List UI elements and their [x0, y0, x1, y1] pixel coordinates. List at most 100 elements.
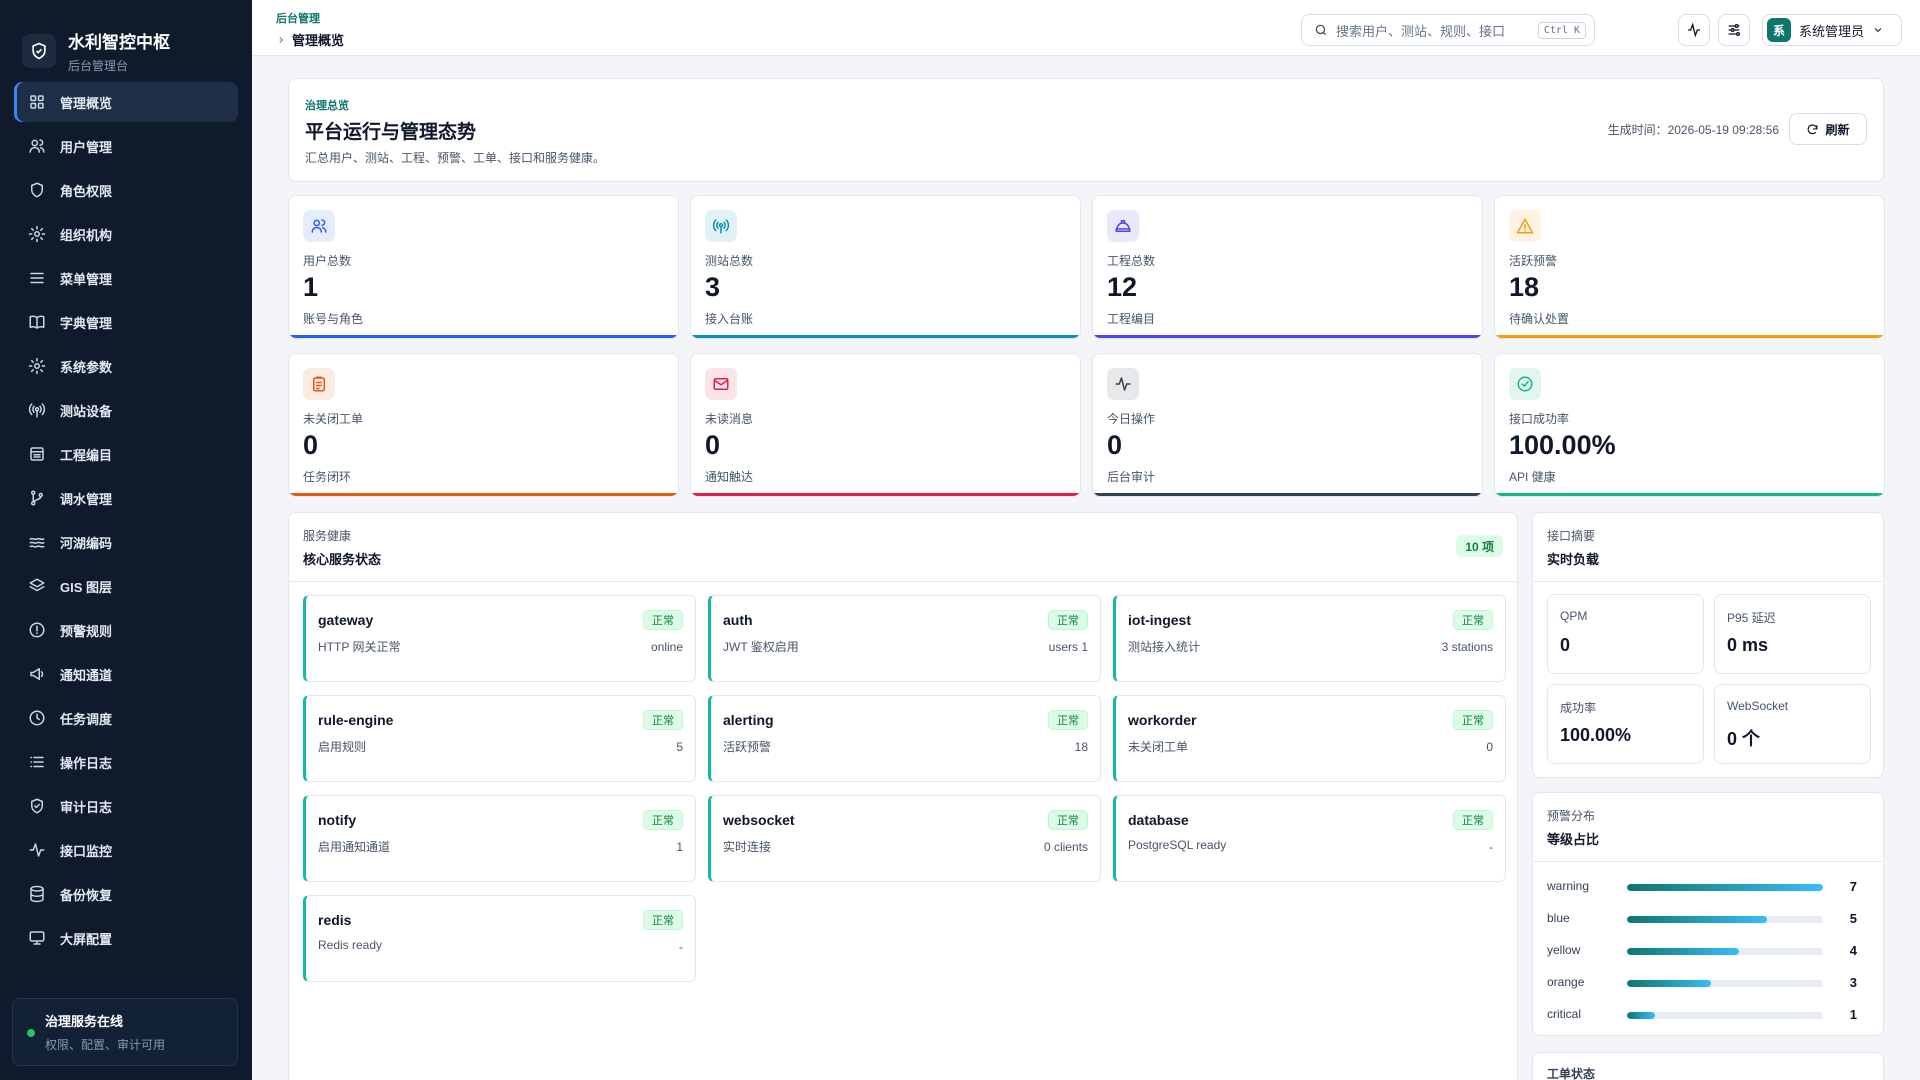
stat-card[interactable]: 未关闭工单 0 任务闭环 [288, 353, 679, 497]
service-card[interactable]: auth JWT 鉴权启用 正常 users 1 [708, 595, 1101, 682]
service-description: 启用通知通道 [318, 840, 391, 854]
sidebar-item-14[interactable]: 任务调度 [14, 698, 238, 738]
api-metric-value: 100.00% [1560, 725, 1632, 745]
sidebar-item-label: 测站设备 [60, 403, 113, 419]
service-description: 未关闭工单 [1128, 740, 1189, 754]
stat-card[interactable]: 工程总数 12 工程编目 [1092, 195, 1483, 339]
health-title: 核心服务状态 [303, 552, 382, 567]
stat-accent-bar [1495, 493, 1884, 496]
api-metric-card: P95 延迟 0 ms [1714, 594, 1871, 674]
stat-label: 未读消息 [705, 412, 754, 426]
alert-level-row: warning 7 [1547, 877, 1857, 897]
search-icon [1315, 24, 1327, 36]
sidebar-item-17[interactable]: 接口监控 [14, 830, 238, 870]
alert-level-value: 7 [1849, 879, 1857, 894]
service-status-subtitle: 权限、配置、审计可用 [45, 1038, 166, 1052]
service-card[interactable]: workorder 未关闭工单 正常 0 [1113, 695, 1506, 782]
search-box[interactable]: 搜索用户、测站、规则、接口 Ctrl K [1301, 14, 1595, 46]
antenna-icon [28, 403, 46, 418]
stat-card[interactable]: 接口成功率 100.00% API 健康 [1494, 353, 1885, 497]
sidebar-item-7[interactable]: 测站设备 [14, 390, 238, 430]
service-metric: 5 [676, 740, 683, 754]
brand-title: 水利智控中枢 [68, 33, 170, 52]
service-metric: 18 [1074, 740, 1088, 754]
sidebar-item-16[interactable]: 审计日志 [14, 786, 238, 826]
sidebar-item-1[interactable]: 用户管理 [14, 126, 238, 166]
sidebar-item-13[interactable]: 通知通道 [14, 654, 238, 694]
activity-button[interactable] [1678, 14, 1710, 46]
stat-icon-badge [303, 368, 335, 400]
gear-icon [28, 357, 46, 375]
alert-level-row: critical 1 [1547, 1005, 1857, 1025]
overview-description: 汇总用户、测站、工程、预警、工单、接口和服务健康。 [305, 151, 606, 165]
sidebar-item-9[interactable]: 调水管理 [14, 478, 238, 518]
breadcrumb-current: 管理概览 [292, 33, 345, 48]
user-menu[interactable]: 系 系统管理员 [1762, 14, 1902, 46]
stat-card[interactable]: 活跃预警 18 待确认处置 [1494, 195, 1885, 339]
status-badge: 正常 [643, 710, 683, 730]
page-title: 平台运行与管理态势 [305, 122, 477, 143]
sidebar-item-label: 大屏配置 [60, 931, 113, 947]
stat-card[interactable]: 今日操作 0 后台审计 [1092, 353, 1483, 497]
waves-icon [29, 537, 45, 548]
stat-value: 3 [705, 272, 721, 302]
alert-level-track [1627, 948, 1823, 955]
service-card[interactable]: notify 启用通知通道 正常 1 [303, 795, 696, 882]
megaphone-icon [30, 668, 44, 680]
stat-subtitle: 待确认处置 [1509, 312, 1570, 326]
refresh-button[interactable]: 刷新 [1789, 113, 1867, 145]
alert-level-row: orange 3 [1547, 973, 1857, 993]
sidebar-item-6[interactable]: 系统参数 [14, 346, 238, 386]
sidebar-item-18[interactable]: 备份恢复 [14, 874, 238, 914]
sidebar-item-15[interactable]: 操作日志 [14, 742, 238, 782]
status-badge: 正常 [643, 610, 683, 630]
status-badge: 正常 [1453, 810, 1493, 830]
alert-level-fill [1627, 980, 1711, 987]
sidebar-item-4[interactable]: 菜单管理 [14, 258, 238, 298]
service-card[interactable]: alerting 活跃预警 正常 18 [708, 695, 1101, 782]
service-card[interactable]: rule-engine 启用规则 正常 5 [303, 695, 696, 782]
service-card[interactable]: database PostgreSQL ready 正常 - [1113, 795, 1506, 882]
stat-card[interactable]: 未读消息 0 通知触达 [690, 353, 1081, 497]
stat-card[interactable]: 测站总数 3 接入台账 [690, 195, 1081, 339]
service-count-badge: 10 项 [1456, 535, 1503, 557]
service-card[interactable]: iot-ingest 测站接入统计 正常 3 stations [1113, 595, 1506, 682]
sidebar-item-12[interactable]: 预警规则 [14, 610, 238, 650]
service-card[interactable]: websocket 实时连接 正常 0 clients [708, 795, 1101, 882]
search-input[interactable]: 搜索用户、测站、规则、接口 [1336, 23, 1506, 39]
sidebar-item-10[interactable]: 河湖编码 [14, 522, 238, 562]
branch-icon [31, 490, 43, 506]
alert-level-row: blue 5 [1547, 909, 1857, 929]
sidebar-item-2[interactable]: 角色权限 [14, 170, 238, 210]
api-title: 实时负载 [1547, 552, 1600, 567]
status-badge: 正常 [1453, 710, 1493, 730]
stat-value: 0 [705, 430, 721, 460]
sidebar-item-0[interactable]: 管理概览 [14, 82, 238, 122]
sidebar-item-label: 备份恢复 [60, 887, 113, 903]
sidebar-item-label: 系统参数 [60, 359, 113, 375]
breadcrumb-parent[interactable]: 后台管理 [276, 13, 320, 25]
settings-button[interactable] [1718, 14, 1750, 46]
api-metric-label: P95 延迟 [1727, 611, 1776, 625]
sidebar-item-label: 管理概览 [60, 95, 113, 111]
service-card[interactable]: redis Redis ready 正常 - [303, 895, 696, 982]
service-card[interactable]: gateway HTTP 网关正常 正常 online [303, 595, 696, 682]
sidebar-item-3[interactable]: 组织机构 [14, 214, 238, 254]
sidebar-item-8[interactable]: 工程编目 [14, 434, 238, 474]
sidebar-item-11[interactable]: GIS 图层 [14, 566, 238, 606]
stat-icon-badge [705, 368, 737, 400]
stat-icon-badge [1509, 210, 1541, 242]
refresh-icon [1808, 123, 1818, 134]
service-metric: 0 clients [1043, 840, 1088, 854]
stat-accent-bar [1093, 493, 1482, 496]
sidebar-item-5[interactable]: 字典管理 [14, 302, 238, 342]
sidebar-item-label: 通知通道 [60, 667, 113, 683]
stat-accent-bar [691, 493, 1080, 496]
stat-subtitle: 任务闭环 [303, 470, 352, 484]
alert-level-track [1627, 980, 1823, 987]
status-badge: 正常 [1048, 610, 1088, 630]
api-metric-card: WebSocket 0 个 [1714, 684, 1871, 764]
sidebar-item-19[interactable]: 大屏配置 [14, 918, 238, 958]
sidebar-item-label: 审计日志 [60, 799, 113, 815]
stat-card[interactable]: 用户总数 1 账号与角色 [288, 195, 679, 339]
